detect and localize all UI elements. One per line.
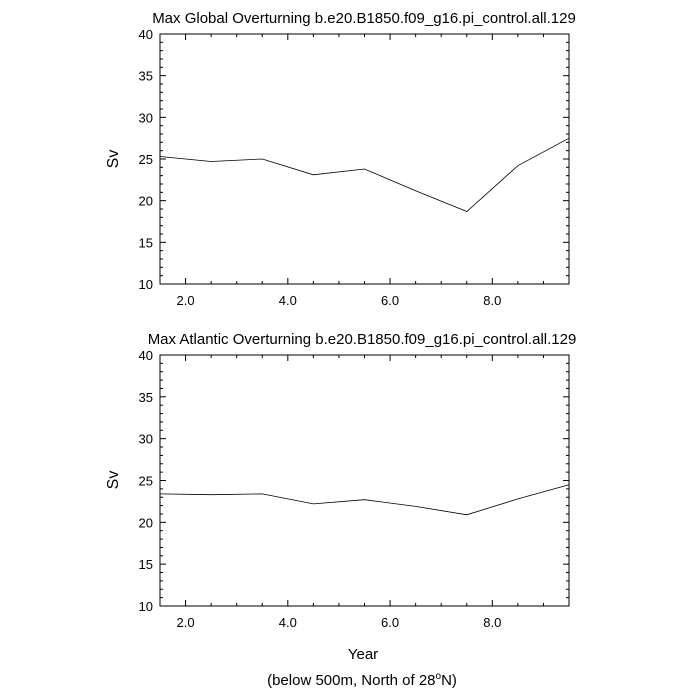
atlantic-series-line: [159, 484, 570, 516]
global-x-tick-label: 8.0: [483, 293, 501, 308]
atlantic-y-ticks: 10 15 20 25 30 35 40: [139, 348, 569, 614]
global-y-tick-label: 40: [139, 27, 153, 42]
footer-note: (below 500m, North of 28oN): [267, 671, 457, 689]
global-x-ticks: 2.0 4.0 6.0 8.0: [159, 34, 570, 308]
global-x-tick-label: 4.0: [279, 293, 297, 308]
global-chart-title: Max Global Overturning b.e20.B1850.f09_g…: [152, 10, 576, 27]
atlantic-y-tick-label: 15: [139, 557, 153, 572]
global-y-tick-label: 15: [139, 235, 153, 250]
atlantic-y-tick-label: 40: [139, 348, 153, 363]
global-x-tick-label: 2.0: [177, 293, 195, 308]
atlantic-y-axis-label: Sv: [105, 471, 122, 490]
global-series-line: [159, 137, 570, 212]
atlantic-y-tick-label: 25: [139, 474, 153, 489]
atlantic-x-tick-label: 8.0: [483, 615, 501, 630]
x-axis-label: Year: [348, 646, 378, 663]
atlantic-x-tick-label: 4.0: [279, 615, 297, 630]
atlantic-y-tick-label: 20: [139, 515, 153, 530]
global-x-tick-label: 6.0: [381, 293, 399, 308]
global-y-tick-label: 30: [139, 110, 153, 125]
global-y-tick-label: 20: [139, 194, 153, 209]
atlantic-y-tick-label: 10: [139, 599, 153, 614]
global-y-ticks: 10 15 20 25 30 35 40: [139, 27, 569, 292]
global-overturning-panel: Max Global Overturning b.e20.B1850.f09_g…: [105, 10, 576, 308]
global-y-tick-label: 35: [139, 69, 153, 84]
global-y-axis-label: Sv: [105, 150, 122, 169]
global-y-tick-label: 10: [139, 277, 153, 292]
atlantic-y-tick-label: 30: [139, 432, 153, 447]
atlantic-x-tick-label: 6.0: [381, 615, 399, 630]
atlantic-chart-title: Max Atlantic Overturning b.e20.B1850.f09…: [148, 331, 577, 348]
atlantic-x-tick-label: 2.0: [177, 615, 195, 630]
global-y-tick-label: 25: [139, 152, 153, 167]
atlantic-x-ticks: 2.0 4.0 6.0 8.0: [159, 355, 570, 630]
atlantic-overturning-panel: Max Atlantic Overturning b.e20.B1850.f09…: [105, 331, 576, 663]
atlantic-y-tick-label: 35: [139, 390, 153, 405]
